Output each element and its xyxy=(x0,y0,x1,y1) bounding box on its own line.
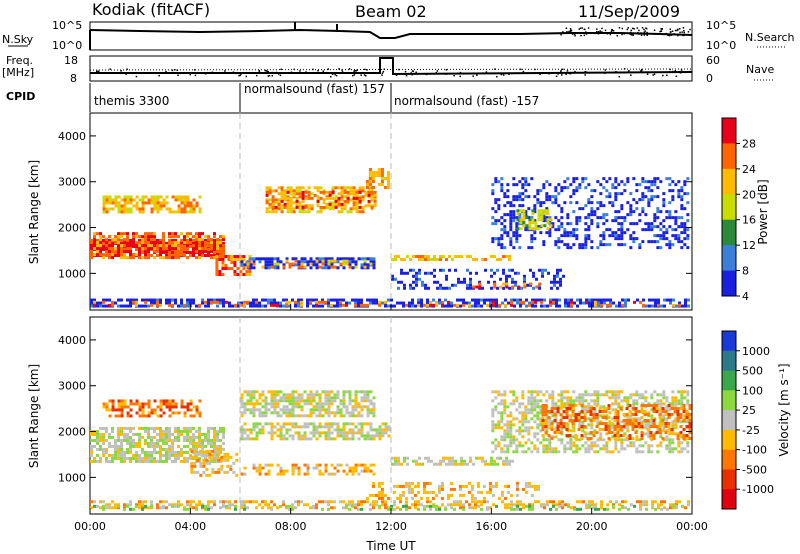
power-cbar-tick-3: 16 xyxy=(742,214,756,227)
velocity-colorbar: 1000 500 100 25 -25 -100 -500 -1000 Velocity [m… xyxy=(721,330,791,510)
velocity-cbar-swatch-6 xyxy=(722,449,736,470)
sky-right-label: N.Search xyxy=(745,31,795,44)
freq-tick-top: 18 xyxy=(64,54,78,67)
power-cbar-tick-1: 24 xyxy=(742,163,756,176)
beam-title: Beam 02 xyxy=(355,2,427,21)
velocity-cbar-tick-5: -100 xyxy=(742,444,767,457)
sky-panel: N.Sky 10^5 10^0 10^5 10^0 N.Search xyxy=(2,19,795,52)
date-title: 11/Sep/2009 xyxy=(578,2,681,21)
sky-right-tick-bottom: 10^0 xyxy=(706,39,736,52)
power-cbar-swatch-1 xyxy=(722,143,736,170)
radar-title: Kodiak (fitACF) xyxy=(92,0,211,19)
velocity-cbar-swatch-7 xyxy=(722,469,736,490)
velocity-ytick-1: 2000 xyxy=(58,426,86,439)
velocity-ytick-3: 4000 xyxy=(58,334,86,347)
power-cbar-swatch-0 xyxy=(722,118,736,144)
velocity-cbar-tick-6: -500 xyxy=(742,463,767,476)
cpid-segment-2: normalsound (fast) 157 xyxy=(244,82,385,96)
power-ylabel: Slant Range [km] xyxy=(27,160,41,264)
velocity-cbar-swatch-2 xyxy=(722,370,736,391)
power-cbar-tick-6: 4 xyxy=(742,290,749,303)
x-tick-1: 04:00 xyxy=(174,520,206,533)
x-tick-2: 08:00 xyxy=(275,520,307,533)
power-cbar-swatch-2 xyxy=(722,168,736,195)
power-cbar-swatch-6 xyxy=(722,270,736,297)
velocity-cbar-swatch-5 xyxy=(722,429,736,451)
freq-tick-bottom: 8 xyxy=(70,72,77,85)
cpid-label: CPID xyxy=(6,90,35,103)
power-cbar-swatch-4 xyxy=(722,219,736,246)
power-colorbar: 28 24 20 16 12 8 4 Power [dB] xyxy=(721,117,770,303)
power-cbar-tick-4: 12 xyxy=(742,239,756,252)
power-ytick-0: 1000 xyxy=(58,267,86,280)
velocity-cbar-tick-1: 500 xyxy=(742,365,763,378)
x-tick-6: 00:00 xyxy=(676,520,708,533)
velocity-cbar-tick-4: -25 xyxy=(742,424,760,437)
power-cbar-swatch-3 xyxy=(722,194,736,221)
cpid-segment-3: normalsound (fast) -157 xyxy=(394,94,539,108)
x-axis-label: Time UT xyxy=(365,539,416,553)
x-tick-0: 00:00 xyxy=(74,520,106,533)
velocity-cbar-tick-3: 25 xyxy=(742,404,756,417)
velocity-ytick-0: 1000 xyxy=(58,471,86,484)
freq-panel: Freq. [MHz] 18 8 60 0 Nave xyxy=(2,54,774,85)
velocity-cbar-swatch-0 xyxy=(722,331,736,352)
power-ytick-3: 4000 xyxy=(58,130,86,143)
power-cbar-swatch-5 xyxy=(722,245,736,272)
freq-line xyxy=(90,57,693,76)
velocity-cbar-swatch-3 xyxy=(722,390,736,411)
cpid-segment-1: themis 3300 xyxy=(94,94,169,108)
velocity-panel: 1000 2000 3000 4000 00:00 04:00 08:00 12:00 16:… xyxy=(27,304,708,553)
velocity-cbar-tick-0: 1000 xyxy=(742,345,770,358)
sky-right-tick-top: 10^5 xyxy=(706,19,736,32)
x-tick-3: 12:00 xyxy=(375,520,407,533)
nave-label: Nave xyxy=(746,63,774,76)
velocity-ytick-2: 3000 xyxy=(58,380,86,393)
power-ytick-1: 2000 xyxy=(58,222,86,235)
power-panel: 1000 2000 3000 4000 Slant Range [km] xyxy=(27,112,693,311)
freq-dotted-line xyxy=(89,68,693,71)
power-cbar-tick-2: 20 xyxy=(742,188,756,201)
power-cbar-tick-5: 8 xyxy=(742,265,749,278)
power-cbar-tick-0: 28 xyxy=(742,137,756,150)
power-ytick-2: 3000 xyxy=(58,176,86,189)
x-tick-4: 16:00 xyxy=(475,520,507,533)
x-tick-5: 20:00 xyxy=(576,520,608,533)
sky-left-tick-bottom: 10^0 xyxy=(52,39,82,52)
nave-tick-bottom: 0 xyxy=(706,72,713,85)
sky-noise-line xyxy=(89,28,693,39)
freq-label-1: Freq. xyxy=(6,54,33,67)
sky-left-tick-top: 10^5 xyxy=(52,19,82,32)
velocity-cbar-swatch-8 xyxy=(722,489,736,510)
velocity-cbar-tick-2: 100 xyxy=(742,384,763,397)
power-colorbar-label: Power [dB] xyxy=(756,179,770,244)
nave-tick-top: 60 xyxy=(706,54,720,67)
velocity-ylabel: Slant Range [km] xyxy=(27,364,41,468)
velocity-cbar-tick-7: -1000 xyxy=(742,483,774,496)
velocity-colorbar-label: Velocity [m s⁻¹] xyxy=(777,363,791,456)
cpid-row: CPID themis 3300 normalsound (fast) 157 … xyxy=(6,82,539,112)
velocity-cbar-swatch-1 xyxy=(722,350,736,372)
freq-label-2: [MHz] xyxy=(2,66,34,79)
sky-left-label: N.Sky xyxy=(2,33,34,46)
velocity-cbar-swatch-4 xyxy=(722,410,736,431)
